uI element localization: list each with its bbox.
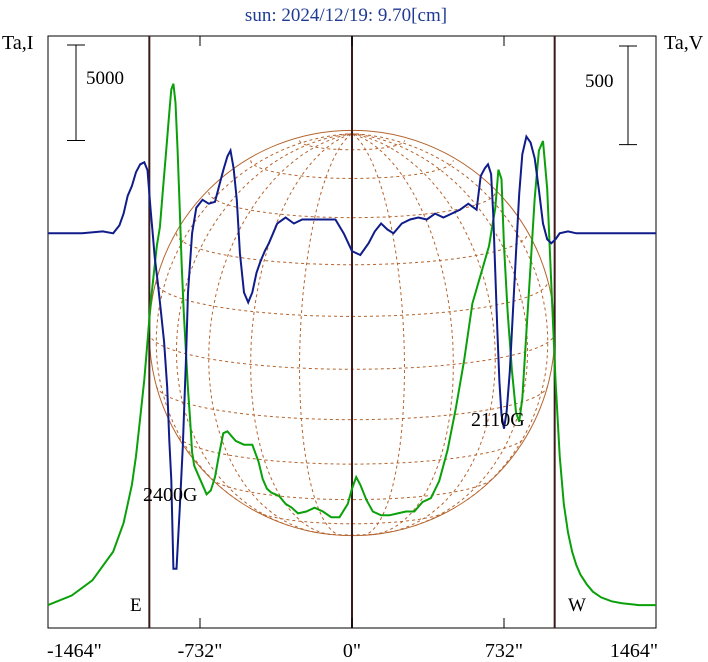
scale-bars: [67, 44, 637, 146]
west-label: W: [568, 595, 586, 616]
x-tick-label: -1464": [47, 640, 102, 662]
x-axis-ticks: -1464" -732" 0" 732" 1464": [47, 36, 658, 662]
left-scale-label: 5000: [86, 68, 124, 89]
longitude-line: [250, 133, 353, 536]
longitude-line: [351, 133, 406, 536]
x-tick-label: 0": [343, 640, 361, 662]
x-tick-label: 732": [485, 640, 523, 662]
annotation-label: 2110G: [471, 409, 525, 431]
chart-title: sun: 2024/12/19: 9.70[cm]: [245, 5, 447, 26]
latitude-line: [178, 437, 526, 465]
field-annotations: 2400G 2110G: [143, 409, 525, 506]
x-tick-label: -732": [178, 640, 223, 662]
east-label: E: [130, 595, 142, 616]
latitude-line: [250, 160, 454, 180]
annotation-label: 2400G: [143, 484, 197, 506]
longitude-line: [175, 133, 353, 527]
longitude-line: [351, 133, 454, 536]
longitude-line: [351, 133, 549, 501]
longitude-line: [208, 133, 353, 533]
longitude-line: [351, 133, 529, 527]
left-axis-label: Ta,I: [2, 32, 33, 54]
longitude-line: [298, 133, 353, 536]
stokes-i-series-line: [47, 83, 656, 607]
stokes-v-series-line: [48, 134, 656, 570]
right-scale-label: 500: [585, 71, 614, 92]
longitude-line: [351, 133, 496, 533]
right-axis-label: Ta,V: [664, 32, 704, 54]
limb-and-center-lines: [148, 36, 556, 628]
x-tick-label: 1464": [610, 640, 658, 662]
